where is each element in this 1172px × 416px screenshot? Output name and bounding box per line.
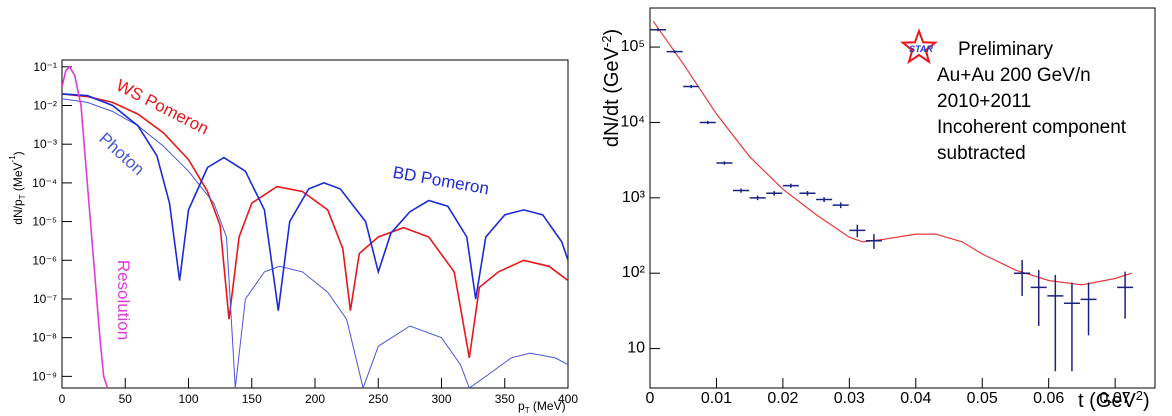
curve <box>62 65 109 388</box>
data-point <box>749 195 766 201</box>
y-tick-label: 10 <box>627 340 645 357</box>
y-tick-label: 10⁻⁹ <box>32 369 57 383</box>
x-tick-label: 0.06 <box>1033 390 1064 407</box>
data-point <box>683 84 700 89</box>
x-axis-label: pT (MeV) <box>518 399 566 415</box>
annotation: Preliminary <box>958 39 1054 60</box>
x-tick-label: 100 <box>178 392 198 406</box>
y-tick-label: 10⁻³ <box>33 137 57 151</box>
y-tick-label: 10⁻⁴ <box>32 176 57 190</box>
axis-label-part: ) <box>601 29 623 36</box>
y-tick-label: 10⁴ <box>620 113 645 130</box>
x-tick-label: 0.03 <box>834 390 865 407</box>
axis-label-part: ) <box>11 151 25 155</box>
y-axis-label: dN/dt (GeV-2) <box>599 29 623 147</box>
data-point <box>1047 274 1064 372</box>
y-tick-label: 10⁵ <box>621 38 645 55</box>
axis-label-part: T <box>18 194 27 199</box>
annotation: 2010+2011 <box>937 91 1031 112</box>
data-point <box>699 120 716 125</box>
curve <box>62 93 568 311</box>
x-tick-label: 50 <box>119 392 133 406</box>
axis-label-part: 2 <box>1136 388 1143 403</box>
data-point <box>733 188 750 193</box>
logo-star <box>900 28 938 65</box>
x-tick-label: 350 <box>495 392 515 406</box>
axis-label-part: dN/dt (GeV <box>601 46 623 147</box>
x-tick-label: 0.01 <box>701 390 732 407</box>
x-tick-label: 200 <box>305 392 325 406</box>
data-point <box>716 161 733 165</box>
panel: 10 10² 10³ 10⁴ 10⁵ 0 0.01 0.02 0.03 0.04 0.05 0.06 0… <box>599 7 1156 412</box>
data-point <box>816 197 833 203</box>
data-point <box>799 191 816 196</box>
annotation: Au+Au 200 GeV/n <box>937 65 1091 86</box>
x-tick-label: 250 <box>368 392 388 406</box>
axis-label-part: -2 <box>599 36 614 48</box>
data-point <box>1014 259 1031 296</box>
y-tick-label: 10⁻⁶ <box>32 253 57 267</box>
data-point <box>1117 271 1134 319</box>
axis-label-part: p <box>518 399 525 413</box>
y-tick-label: 10⁻⁸ <box>32 331 57 345</box>
axis-label-part: (MeV <box>11 162 25 194</box>
x-tick-label: 400 <box>558 392 578 406</box>
axis-label-part: dN/p <box>11 199 25 225</box>
x-tick-label: 300 <box>431 392 451 406</box>
x-tick-label: 0.05 <box>967 390 998 407</box>
x-tick-label: 0 <box>646 390 655 407</box>
data-point <box>849 224 866 238</box>
series-label: BD Pomeron <box>391 163 490 199</box>
series-label: WS Pomeron <box>113 76 212 139</box>
data-point <box>650 28 666 32</box>
data-point <box>1063 282 1080 372</box>
series-label: Resolution <box>114 260 133 340</box>
y-tick-label: 10⁻⁵ <box>32 215 57 229</box>
data-point <box>666 50 683 54</box>
data-point <box>832 202 849 209</box>
x-tick-label: 150 <box>242 392 262 406</box>
x-axis-label: t (GeV2) <box>1078 388 1150 412</box>
axis-label-part: t (GeV <box>1078 390 1136 412</box>
y-tick-label: 10⁻¹ <box>33 60 57 74</box>
y-tick-label: 10² <box>622 264 646 281</box>
annotation: subtracted <box>937 143 1026 164</box>
series-label: Photon <box>95 129 148 179</box>
y-axis-label: dN/pT (MeV-1) <box>8 151 27 224</box>
x-tick-label: 0.04 <box>900 390 931 407</box>
data-point <box>766 191 783 196</box>
panel: 10⁻⁹ 10⁻⁸ 10⁻⁷ 10⁻⁶ 10⁻⁵ 10⁻⁴ 10⁻³ 10⁻² 10⁻¹ 0 50 1… <box>8 59 578 415</box>
fit-curve <box>652 20 1132 286</box>
axis-label-part: T <box>525 406 530 415</box>
axis-label-part: (MeV) <box>530 399 566 413</box>
data-point <box>1030 270 1047 326</box>
data-point <box>782 183 799 188</box>
y-tick-label: 10³ <box>622 189 646 206</box>
x-tick-label: 0.07 <box>1100 390 1131 407</box>
x-tick-label: 0.02 <box>767 390 798 407</box>
logo-text: STAR <box>909 44 933 54</box>
curve <box>62 93 568 359</box>
annotation: Incoherent component <box>937 117 1127 138</box>
data-point <box>865 234 882 249</box>
curve <box>62 98 568 388</box>
x-tick-label: 0 <box>59 392 66 406</box>
y-tick-label: 10⁻² <box>33 99 57 113</box>
axis-label-part: -1 <box>8 155 17 163</box>
axis-label-part: ) <box>1143 390 1150 412</box>
data-point <box>1080 282 1097 336</box>
plot-frame <box>61 59 569 389</box>
y-tick-label: 10⁻⁷ <box>33 292 57 306</box>
